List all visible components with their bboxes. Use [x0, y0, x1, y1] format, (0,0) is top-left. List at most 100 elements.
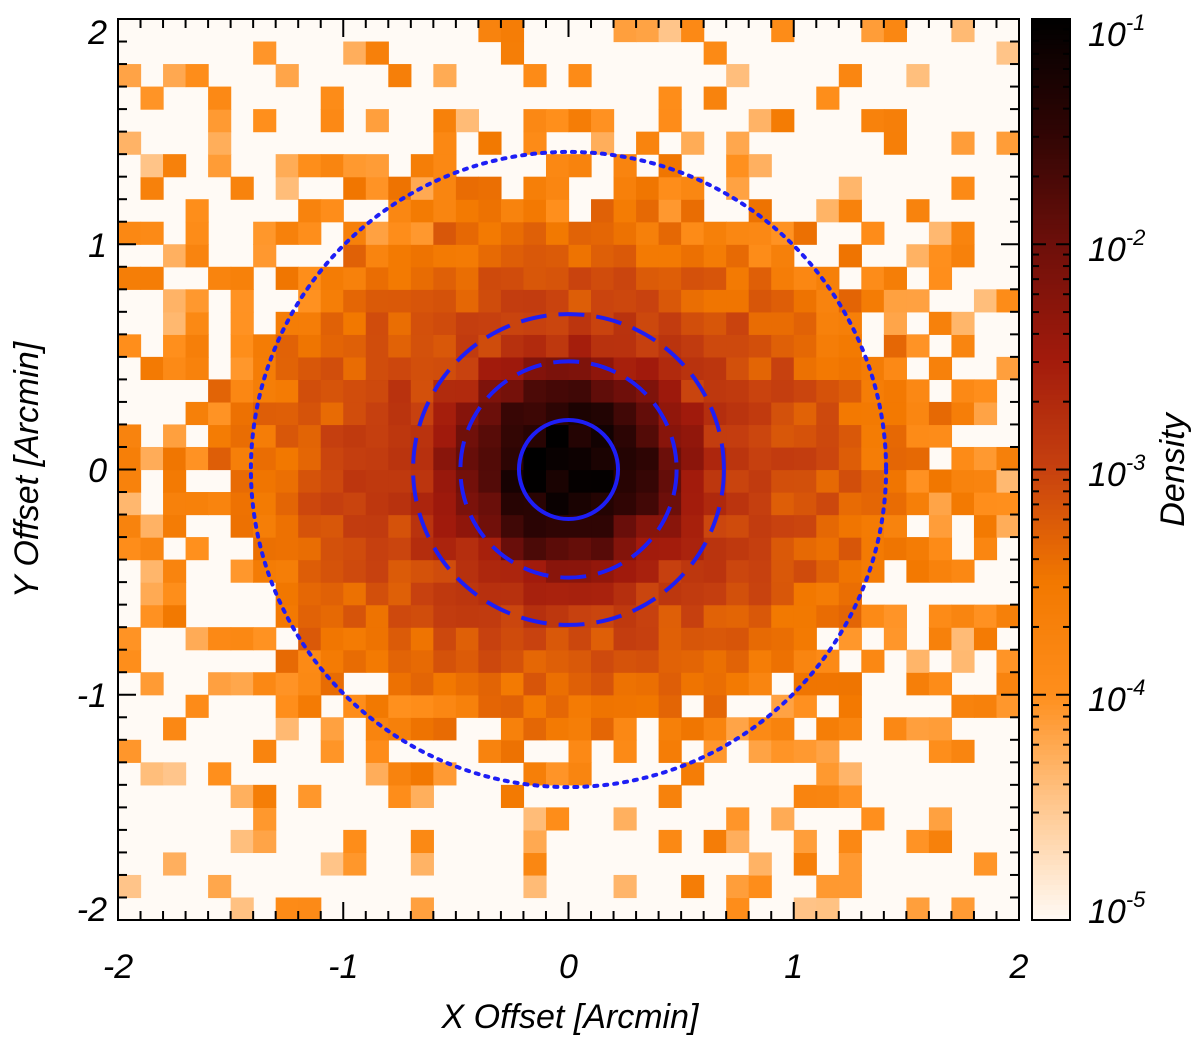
- heatmap-cell: [883, 469, 907, 493]
- heatmap-cell: [793, 694, 817, 718]
- heatmap-cell: [388, 514, 412, 538]
- heatmap-cell: [748, 446, 772, 471]
- heatmap-cell: [343, 176, 367, 200]
- heatmap-cell: [388, 784, 412, 808]
- heatmap-cell: [275, 401, 299, 426]
- colorbar-segment: [1032, 529, 1070, 536]
- heatmap-cell: [118, 537, 142, 561]
- heatmap-cell: [636, 446, 660, 471]
- heatmap-cell: [433, 356, 457, 381]
- heatmap-cell: [140, 266, 164, 290]
- heatmap-cell: [951, 739, 975, 763]
- heatmap-cell: [478, 694, 502, 718]
- heatmap-cell: [681, 514, 705, 538]
- heatmap-cell: [681, 604, 705, 628]
- heatmap-cell: [681, 559, 705, 583]
- heatmap-cell: [230, 559, 254, 583]
- heatmap-cell: [681, 717, 705, 741]
- colorbar-segment: [1032, 394, 1070, 401]
- heatmap-cell: [883, 379, 907, 403]
- heatmap-cell: [208, 86, 232, 110]
- x-axis-title: X Offset [Arcmin]: [441, 998, 700, 1036]
- colorbar-segment: [1032, 119, 1070, 125]
- colorbar-segment: [1032, 629, 1070, 636]
- axis-ticks: [117, 18, 1020, 921]
- heatmap-cell: [726, 154, 750, 178]
- heatmap-cell: [658, 289, 682, 313]
- colorbar-segment: [1032, 349, 1070, 355]
- heatmap-cell: [298, 356, 322, 381]
- heatmap-cell: [636, 176, 660, 200]
- heatmap-cell: [793, 537, 817, 561]
- heatmap-cell: [861, 649, 885, 673]
- heatmap-cell: [455, 289, 480, 313]
- colorbar-segment: [1032, 304, 1070, 310]
- heatmap-cell: [320, 379, 344, 403]
- heatmap-cell: [726, 266, 750, 290]
- heatmap-cell: [118, 334, 142, 358]
- heatmap-cell: [320, 424, 344, 448]
- heatmap-cell: [771, 289, 795, 313]
- heatmap-cell: [928, 717, 953, 741]
- heatmap-cell: [320, 582, 344, 606]
- heatmap-cell: [658, 154, 682, 178]
- heatmap-cell: [433, 154, 457, 178]
- heatmap-cell: [636, 131, 660, 155]
- colorbar-segment: [1032, 509, 1070, 516]
- heatmap-cell: [613, 694, 637, 718]
- heatmap-cell: [500, 311, 525, 335]
- heatmap-cell: [388, 199, 412, 223]
- heatmap-cell: [681, 492, 705, 516]
- heatmap-cell: [636, 514, 660, 538]
- heatmap-cell: [500, 537, 525, 561]
- heatmap-cell: [365, 604, 389, 628]
- heatmap-cell: [343, 829, 367, 854]
- heatmap-cell: [478, 582, 502, 606]
- heatmap-cell: [703, 311, 727, 335]
- colorbar-segment: [1032, 459, 1070, 466]
- colorbar-segment: [1032, 734, 1070, 741]
- y-tick-label: 1: [88, 227, 107, 265]
- heatmap-cell: [410, 334, 434, 358]
- heatmap-cell: [523, 401, 547, 426]
- heatmap-cell: [185, 244, 209, 268]
- heatmap-cell: [613, 492, 637, 516]
- heatmap-cell: [883, 537, 907, 561]
- heatmap-cell: [568, 289, 592, 313]
- heatmap-cell: [388, 604, 412, 628]
- heatmap-cell: [298, 199, 322, 223]
- heatmap-cell: [726, 289, 750, 313]
- heatmap-cell: [455, 582, 480, 606]
- colorbar-segment: [1032, 214, 1070, 220]
- heatmap-cell: [658, 672, 682, 696]
- heatmap-cell: [703, 266, 727, 290]
- heatmap-cell: [253, 469, 277, 493]
- colorbar-segment: [1032, 444, 1070, 451]
- heatmap-cell: [523, 221, 547, 245]
- plot-frame: [117, 18, 1020, 921]
- heatmap-cell: [365, 379, 389, 403]
- heatmap-cell: [433, 109, 457, 133]
- heatmap-cell: [681, 446, 705, 471]
- heatmap-cell: [163, 604, 187, 628]
- heatmap-cell: [568, 694, 592, 718]
- heatmap-cell: [726, 649, 750, 673]
- heatmap-cell: [636, 199, 660, 223]
- heatmap-cell: [433, 131, 457, 155]
- colorbar-segment: [1032, 539, 1070, 546]
- heatmap-cell: [455, 559, 480, 583]
- colorbar-segment: [1032, 64, 1070, 70]
- heatmap-cell: [861, 469, 885, 493]
- heatmap-cell: [298, 537, 322, 561]
- heatmap-cell: [208, 762, 232, 786]
- colorbar-segment: [1032, 369, 1070, 375]
- heatmap-cell: [140, 176, 164, 200]
- heatmap-cell: [703, 829, 727, 854]
- heatmap-cell: [658, 424, 682, 448]
- colorbar-segment: [1032, 639, 1070, 646]
- heatmap-cell: [591, 627, 615, 651]
- heatmap-cell: [838, 356, 862, 381]
- colorbar-segment: [1032, 599, 1070, 606]
- heatmap-cell: [973, 514, 998, 538]
- heatmap-cell: [793, 221, 817, 245]
